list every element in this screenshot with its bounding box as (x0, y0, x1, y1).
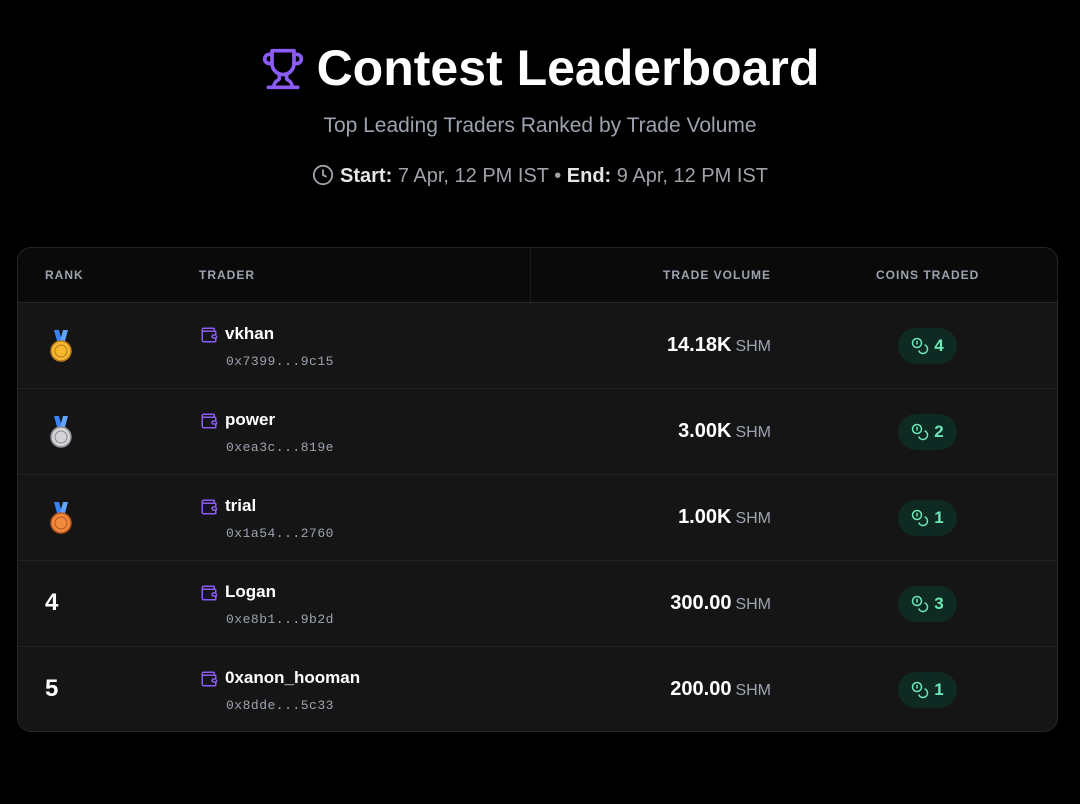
coins-count: 1 (934, 508, 944, 527)
coins-badge: 1 (898, 500, 957, 536)
trader-name: Logan (225, 582, 276, 601)
trader-address: 0xea3c...819e (226, 440, 334, 455)
title-row: Contest Leaderboard (0, 36, 1080, 100)
volume-unit: SHM (735, 596, 771, 613)
table-row: 5 0xanon_hooman 0x8dde...5c33 200.00 SHM 1 (18, 647, 1057, 731)
column-header: TRADER (199, 268, 255, 282)
rank: 4 (45, 589, 59, 616)
column-header: TRADE VOLUME (663, 268, 771, 282)
coins (912, 509, 929, 527)
medal (50, 502, 72, 534)
coins-count: 4 (934, 336, 944, 355)
wallet-icon (200, 412, 218, 435)
trader-address: 0x1a54...2760 (226, 526, 334, 541)
wallet (201, 499, 218, 515)
coins-count: 2 (934, 422, 944, 441)
volume-value: 3.00K (678, 420, 732, 442)
table-row: 4 Logan 0xe8b1...9b2d 300.00 SHM 3 (18, 561, 1057, 647)
coins-icon (911, 681, 929, 699)
wallet (201, 585, 218, 601)
divider (530, 248, 531, 302)
medal (50, 330, 72, 362)
coins-count: 1 (934, 680, 944, 699)
coins (912, 681, 929, 699)
coins-icon (911, 595, 929, 613)
coins-count: 3 (934, 594, 944, 613)
trade-volume: 200.00 SHM (670, 678, 771, 701)
volume-value: 14.18K (666, 334, 732, 356)
medal-icon (48, 330, 74, 367)
end-label: End: (566, 165, 612, 187)
subtitle: Top Leading Traders Ranked by Trade Volu… (323, 114, 757, 137)
wallet (201, 671, 218, 687)
title: Contest Leaderboard (316, 40, 820, 96)
trade-volume: 14.18K SHM (667, 334, 771, 357)
volume-value: 200.00 (670, 678, 732, 700)
start-date: 7 Apr, 12 PM IST (397, 165, 549, 187)
coins (912, 423, 929, 441)
trader-address: 0x7399...9c15 (226, 354, 334, 369)
volume-unit: SHM (735, 510, 771, 527)
wallet (201, 327, 218, 343)
rank: 5 (45, 675, 59, 702)
coins-icon (911, 509, 929, 527)
coins-badge: 4 (898, 328, 957, 364)
volume-value: 300.00 (670, 592, 732, 614)
table-row: vkhan 0x7399...9c15 14.18K SHM 4 (18, 303, 1057, 389)
coins-icon (911, 423, 929, 441)
trader-name: power (225, 410, 276, 429)
trader-address: 0xe8b1...9b2d (226, 612, 334, 627)
volume-unit: SHM (735, 424, 771, 441)
start-label: Start: (340, 165, 393, 187)
medal (50, 416, 72, 448)
medal-icon (48, 416, 74, 453)
contest-dates: Start: 7 Apr, 12 PM IST • End: 9 Apr, 12… (0, 164, 1080, 188)
end-date: 9 Apr, 12 PM IST (616, 165, 768, 187)
separator: • (554, 165, 562, 187)
wallet-icon (200, 326, 218, 349)
trade-volume: 1.00K SHM (678, 506, 771, 529)
medal-icon (48, 502, 74, 539)
table-header: RANK TRADER TRADE VOLUME COINS TRADED (18, 248, 1057, 303)
trade-volume: 3.00K SHM (678, 420, 771, 443)
clock-icon (312, 164, 334, 186)
coins-badge: 1 (898, 672, 957, 708)
coins-badge: 2 (898, 414, 957, 450)
leaderboard-table: RANK TRADER TRADE VOLUME COINS TRADED vk… (17, 247, 1058, 732)
wallet-icon (200, 584, 218, 607)
coins (912, 595, 929, 613)
table-row: trial 0x1a54...2760 1.00K SHM 1 (18, 475, 1057, 561)
trade-volume: 300.00 SHM (670, 592, 771, 615)
wallet-icon (200, 498, 218, 521)
volume-unit: SHM (735, 682, 771, 699)
table-row: power 0xea3c...819e 3.00K SHM 2 (18, 389, 1057, 475)
column-header: RANK (45, 268, 84, 282)
coins (912, 337, 929, 355)
wallet-icon (200, 670, 218, 693)
trophy-icon (262, 48, 303, 90)
volume-value: 1.00K (678, 506, 732, 528)
trader-name: 0xanon_hooman (225, 668, 361, 687)
trader-address: 0x8dde...5c33 (226, 698, 334, 713)
trader-name: vkhan (225, 324, 275, 343)
wallet (201, 413, 218, 429)
coins-badge: 3 (898, 586, 957, 622)
column-header: COINS TRADED (876, 268, 980, 282)
trader-name: trial (225, 496, 257, 515)
coins-icon (911, 337, 929, 355)
volume-unit: SHM (735, 338, 771, 355)
